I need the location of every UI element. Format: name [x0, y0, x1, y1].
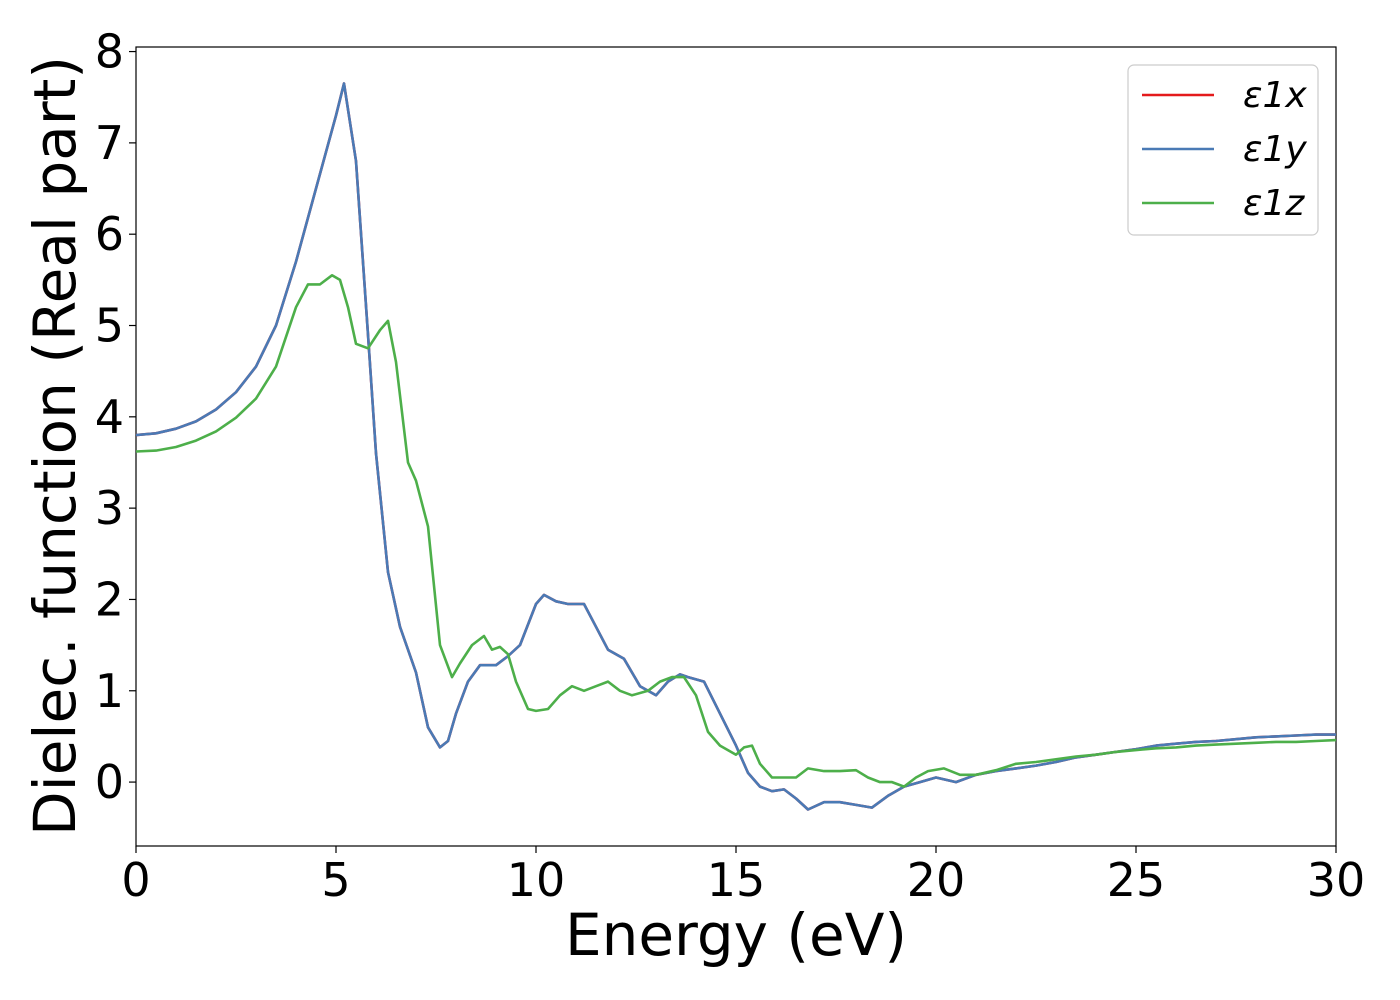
- x-tick-label: 5: [321, 853, 350, 907]
- legend: ε1x ε1y ε1z: [1127, 64, 1319, 236]
- x-tick-label: 20: [907, 853, 966, 907]
- y-tick-label: 2: [95, 572, 124, 626]
- legend-label-1: ε1x: [1243, 75, 1307, 116]
- y-tick-label: 4: [95, 390, 124, 444]
- series-layer: [135, 82, 1337, 811]
- y-tick-label: 8: [95, 25, 124, 79]
- legend-label-3: ε1z: [1243, 183, 1305, 224]
- y-axis-label: Dielec. function (Real part): [21, 56, 89, 836]
- y-tick-label: 5: [95, 299, 124, 353]
- x-axis-label: Energy (eV): [565, 901, 907, 969]
- y-tick-label: 6: [95, 207, 124, 261]
- legend-frame: [1127, 64, 1319, 236]
- y-tick-label: 1: [95, 664, 124, 718]
- x-tick-label: 15: [707, 853, 766, 907]
- x-tick-label: 0: [121, 853, 150, 907]
- series-line-3: [135, 274, 1337, 788]
- legend-label-2: ε1y: [1243, 129, 1307, 170]
- x-tick-label: 10: [507, 853, 566, 907]
- x-tick-label: 30: [1307, 853, 1366, 907]
- y-tick-label: 0: [95, 755, 124, 809]
- tick-layer: 0 5 10 15 20 25 30 0 1 2 3 4 5 6 7 8: [95, 25, 1366, 907]
- x-tick-label: 25: [1107, 853, 1166, 907]
- y-tick-label: 7: [95, 116, 124, 170]
- y-tick-label: 3: [95, 481, 124, 535]
